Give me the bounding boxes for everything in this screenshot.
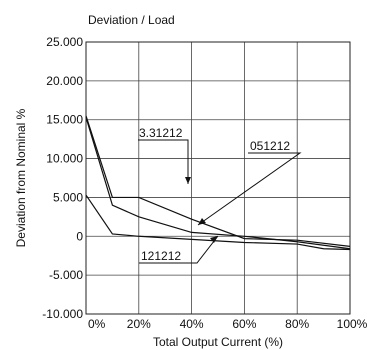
x-tick-label: 40%: [180, 317, 204, 331]
callout-leader: [189, 235, 219, 264]
grid: [86, 42, 350, 314]
x-axis-label: Total Output Current (%): [153, 335, 283, 349]
y-tick-label: -5.000: [49, 268, 83, 282]
y-tick-label: 10.000: [46, 152, 83, 166]
arrowhead: [185, 177, 191, 184]
y-tick-labels: 25.000 20.000 15.000 10.000 5.000 0 -5.000 -10.…: [42, 35, 83, 321]
x-tick-labels: 0% 20% 40% 60% 80% 100%: [88, 317, 367, 331]
y-tick-label: 0: [76, 229, 83, 243]
plot-frame: [85, 41, 351, 315]
x-tick-label: 20%: [127, 317, 151, 331]
y-tick-label: -10.000: [42, 307, 83, 321]
callout-leader: [181, 139, 189, 184]
callout-leader: [197, 152, 302, 226]
y-tick-label: 20.000: [46, 74, 83, 88]
series-lines: [85, 115, 351, 251]
y-tick-label: 5.000: [53, 190, 83, 204]
callout-label-2: 121212: [141, 249, 181, 263]
callout-label-1: 051212: [250, 139, 290, 153]
chart-title: Deviation / Load: [88, 13, 175, 27]
arrowhead: [198, 218, 206, 225]
y-tick-label: 15.000: [46, 113, 83, 127]
arrowhead: [210, 236, 218, 243]
y-tick-label: 25.000: [46, 35, 83, 49]
callouts: 3.31212 051212 121212: [138, 126, 302, 264]
x-tick-label: 0%: [88, 317, 106, 331]
x-tick-label: 80%: [285, 317, 309, 331]
series-line-1: [85, 117, 351, 250]
series-line-0: [85, 115, 351, 247]
callout-label-0: 3.31212: [139, 126, 183, 140]
y-axis-label: Deviation from Nominal %: [14, 108, 28, 247]
x-tick-label: 100%: [337, 317, 367, 331]
x-tick-label: 60%: [232, 317, 256, 331]
series-line-2: [85, 194, 351, 251]
